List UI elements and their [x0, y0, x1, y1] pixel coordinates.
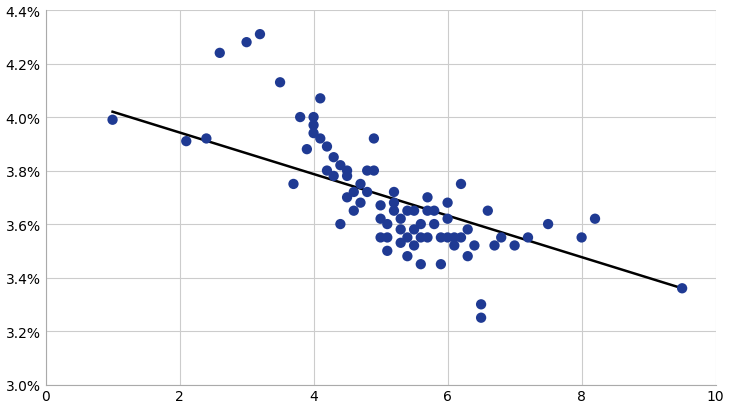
Point	[429, 208, 440, 214]
Point	[388, 208, 400, 214]
Point	[395, 227, 407, 233]
Point	[341, 168, 353, 174]
Point	[422, 235, 434, 241]
Point	[315, 136, 326, 142]
Point	[442, 216, 453, 222]
Point	[402, 253, 413, 260]
Point	[415, 235, 426, 241]
Point	[402, 208, 413, 214]
Point	[576, 235, 588, 241]
Point	[408, 243, 420, 249]
Point	[382, 248, 393, 254]
Point	[301, 146, 312, 153]
Point	[496, 235, 507, 241]
Point	[456, 181, 467, 188]
Point	[368, 168, 380, 174]
Point	[334, 162, 346, 169]
Point	[288, 181, 299, 188]
Point	[456, 235, 467, 241]
Point	[415, 221, 426, 228]
Point	[355, 181, 366, 188]
Point	[321, 144, 333, 151]
Point	[408, 208, 420, 214]
Point	[542, 221, 554, 228]
Point	[368, 136, 380, 142]
Point	[214, 50, 226, 57]
Point	[408, 227, 420, 233]
Point	[382, 221, 393, 228]
Point	[241, 40, 253, 46]
Point	[308, 130, 320, 137]
Point	[448, 243, 460, 249]
Point	[274, 80, 286, 86]
Point	[361, 168, 373, 174]
Point	[509, 243, 520, 249]
Point	[374, 235, 386, 241]
Point	[341, 195, 353, 201]
Point	[308, 115, 320, 121]
Point	[328, 155, 339, 161]
Point	[308, 123, 320, 129]
Point	[429, 221, 440, 228]
Point	[395, 216, 407, 222]
Point	[442, 200, 453, 207]
Point	[374, 216, 386, 222]
Point	[475, 315, 487, 321]
Point	[422, 195, 434, 201]
Point	[589, 216, 601, 222]
Point	[415, 261, 426, 268]
Point	[475, 301, 487, 308]
Point	[348, 208, 360, 214]
Point	[676, 285, 688, 292]
Point	[482, 208, 493, 214]
Point	[402, 235, 413, 241]
Point	[522, 235, 534, 241]
Point	[355, 200, 366, 207]
Point	[469, 243, 480, 249]
Point	[348, 189, 360, 196]
Point	[294, 115, 306, 121]
Point	[388, 200, 400, 207]
Point	[395, 240, 407, 247]
Point	[315, 96, 326, 102]
Point	[107, 117, 118, 124]
Point	[361, 189, 373, 196]
Point	[462, 253, 474, 260]
Point	[201, 136, 212, 142]
Point	[488, 243, 500, 249]
Point	[254, 32, 266, 38]
Point	[321, 168, 333, 174]
Point	[388, 189, 400, 196]
Point	[422, 208, 434, 214]
Point	[382, 235, 393, 241]
Point	[442, 235, 453, 241]
Point	[448, 235, 460, 241]
Point	[435, 261, 447, 268]
Point	[462, 227, 474, 233]
Point	[328, 173, 339, 180]
Point	[334, 221, 346, 228]
Point	[374, 202, 386, 209]
Point	[180, 139, 192, 145]
Point	[341, 173, 353, 180]
Point	[435, 235, 447, 241]
